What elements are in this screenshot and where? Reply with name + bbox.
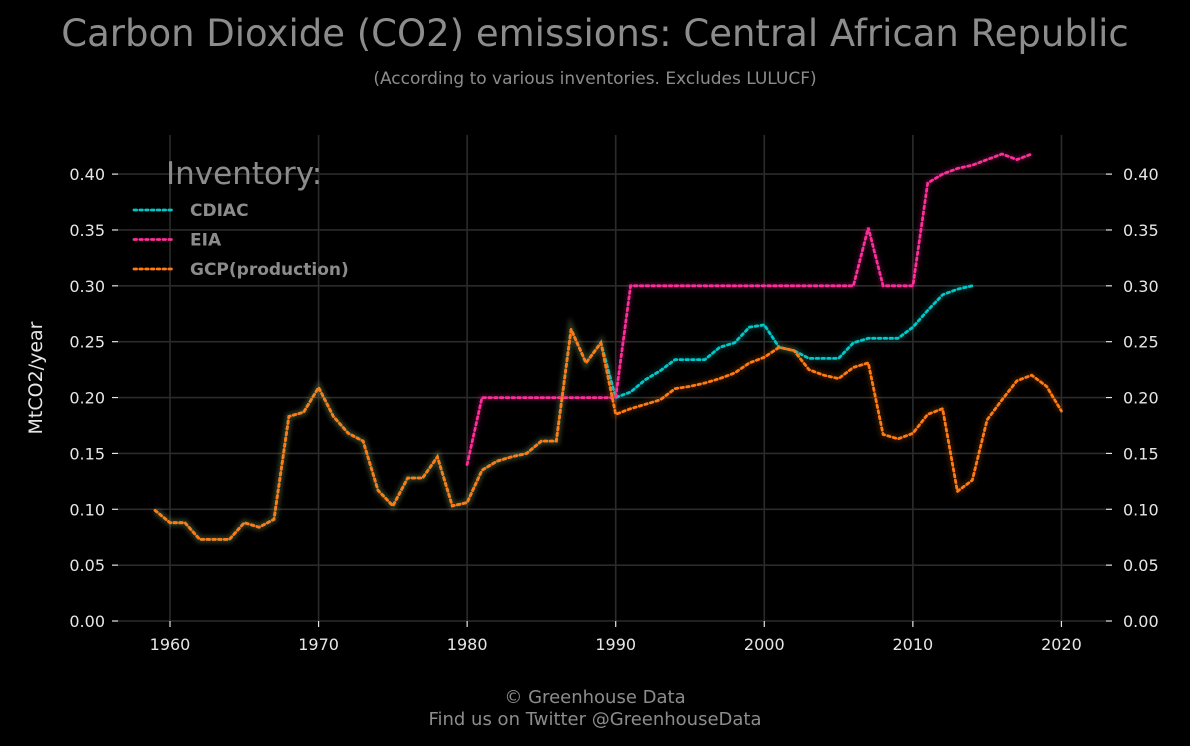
legend-title: Inventory: [166, 156, 322, 192]
y-tick-label-right: 0.30 [1123, 277, 1159, 296]
y-tick-label-left: 0.15 [69, 444, 105, 463]
y-tick-label-right: 0.10 [1123, 500, 1159, 519]
y-tick-label-right: 0.25 [1123, 333, 1159, 352]
legend-label: GCP(production) [190, 260, 349, 280]
x-tick-label: 1980 [447, 635, 488, 654]
x-tick-label: 2020 [1041, 635, 1082, 654]
y-tick-label-right: 0.40 [1123, 165, 1159, 184]
y-tick-label-left: 0.00 [69, 612, 105, 631]
y-tick-label-left: 0.30 [69, 277, 105, 296]
footer-twitter: Find us on Twitter @GreenhouseData [428, 709, 762, 730]
y-tick-label-left: 0.10 [69, 500, 105, 519]
y-tick-label-right: 0.35 [1123, 221, 1159, 240]
y-tick-label-left: 0.35 [69, 221, 105, 240]
axes: 0.00 0.00 0.05 0.05 0.10 0.10 0.15 0.15 0.20 0.20… [25, 165, 1159, 654]
x-tick-label: 1990 [595, 635, 636, 654]
series-lines [152, 150, 1065, 543]
y-tick-label-left: 0.20 [69, 389, 105, 408]
x-tick-label: 1970 [298, 635, 339, 654]
legend-label: CDIAC [190, 201, 249, 221]
chart-title: Carbon Dioxide (CO2) emissions: Central … [61, 12, 1129, 55]
x-tick-label: 2000 [744, 635, 785, 654]
y-tick-label-right: 0.00 [1123, 612, 1159, 631]
y-tick-label-right: 0.15 [1123, 444, 1159, 463]
y-tick-label-left: 0.05 [69, 556, 105, 575]
y-tick-label-right: 0.05 [1123, 556, 1159, 575]
y-tick-label-left: 0.25 [69, 333, 105, 352]
y-axis-label: MtCO2/year [25, 321, 47, 434]
y-tick-label-right: 0.20 [1123, 389, 1159, 408]
series-line-gcp-production- [153, 324, 1063, 541]
footer-copyright: © Greenhouse Data [504, 687, 686, 708]
chart-subtitle: (According to various inventories. Exclu… [373, 69, 817, 89]
legend: Inventory: CDIAC EIA GCP(production) [132, 156, 349, 280]
legend-label: EIA [190, 231, 222, 251]
x-tick-label: 2010 [892, 635, 933, 654]
y-tick-label-left: 0.40 [69, 165, 105, 184]
x-tick-label: 1960 [150, 635, 191, 654]
